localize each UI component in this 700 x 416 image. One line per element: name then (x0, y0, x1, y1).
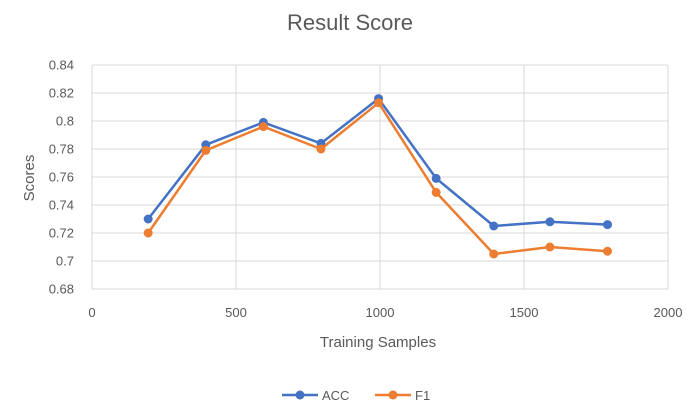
data-point (603, 220, 613, 230)
series-acc (143, 94, 613, 231)
data-point (603, 246, 613, 256)
legend-item-f1: F1 (375, 388, 430, 403)
y-tick-label: 0.84 (49, 58, 74, 73)
y-tick-label: 0.74 (49, 198, 74, 213)
legend-swatch-marker (388, 390, 398, 400)
data-point (431, 173, 441, 183)
x-tick-label: 1000 (366, 305, 395, 320)
data-point (201, 145, 211, 155)
x-tick-label: 2000 (654, 305, 683, 320)
legend-label: F1 (415, 388, 430, 403)
legend-label: ACC (322, 388, 349, 403)
x-axis-label: Training Samples (320, 334, 436, 351)
data-series (143, 94, 613, 259)
y-tick-label: 0.68 (49, 282, 74, 297)
chart-title: Result Score (287, 10, 413, 35)
y-tick-label: 0.76 (49, 170, 74, 185)
data-point (143, 228, 153, 238)
data-point (489, 249, 499, 259)
data-point (489, 221, 499, 231)
data-point (143, 214, 153, 224)
x-tick-label: 500 (225, 305, 247, 320)
legend-item-acc: ACC (282, 388, 349, 403)
y-tick-label: 0.8 (56, 114, 74, 129)
data-point (258, 122, 268, 132)
data-point (545, 217, 555, 227)
data-point (374, 98, 384, 108)
y-tick-label: 0.7 (56, 254, 74, 269)
legend-swatch-marker (295, 390, 305, 400)
x-axis-ticks: 0 500 1000 1500 2000 (88, 305, 682, 320)
y-axis-ticks: 0.68 0.7 0.72 0.74 0.76 0.78 0.8 0.82 0.84 (49, 58, 74, 297)
y-axis-label: Scores (21, 155, 38, 202)
series-f1 (143, 98, 613, 259)
y-tick-label: 0.72 (49, 226, 74, 241)
y-tick-label: 0.82 (49, 86, 74, 101)
series-line (147, 101, 608, 256)
data-point (431, 187, 441, 197)
y-tick-label: 0.78 (49, 142, 74, 157)
x-tick-label: 0 (88, 305, 95, 320)
data-point (545, 242, 555, 252)
legend: ACC F1 (282, 388, 430, 403)
series-line (147, 97, 608, 228)
x-tick-label: 1500 (510, 305, 539, 320)
data-point (316, 144, 326, 154)
